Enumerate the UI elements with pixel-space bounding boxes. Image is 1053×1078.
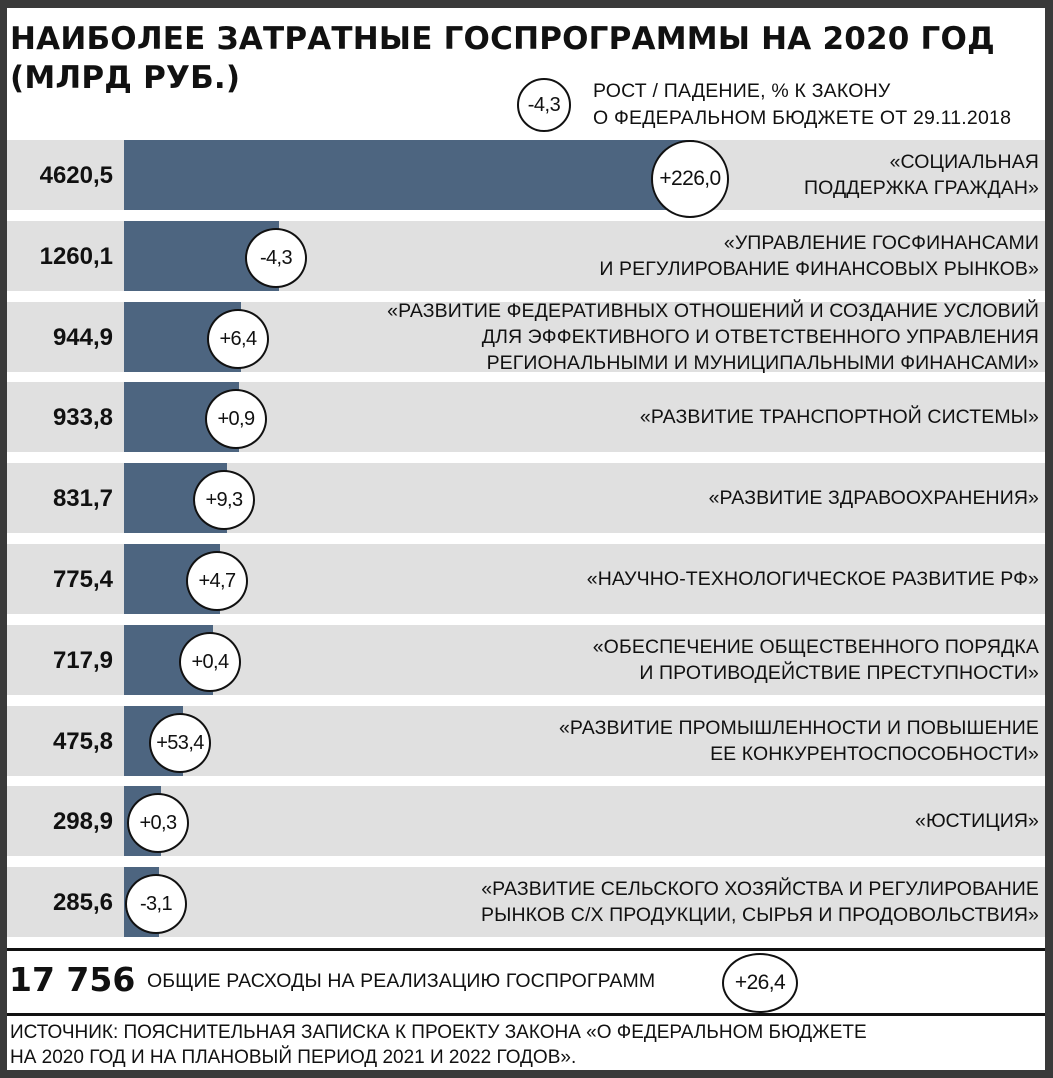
change-bubble: -4,3 xyxy=(245,228,307,288)
program-name: «РАЗВИТИЕ ТРАНСПОРТНОЙ СИСТЕМЫ» xyxy=(639,406,1039,428)
program-name: «СОЦИАЛЬНАЯ ПОДДЕРЖКА ГРАЖДАН» xyxy=(804,151,1039,199)
change-bubble: +53,4 xyxy=(149,713,211,773)
legend-text-line-2: О ФЕДЕРАЛЬНОМ БЮДЖЕТЕ ОТ 29.11.2018 xyxy=(593,107,1012,129)
bar-value-label: 4620,5 xyxy=(39,162,113,189)
title-line-1: НАИБОЛЕЕ ЗАТРАТНЫЕ ГОСПРОГРАММЫ НА 2020 … xyxy=(10,21,995,57)
bar-value-label: 717,9 xyxy=(52,647,113,674)
total-value: 17 756 xyxy=(9,960,136,999)
bar-value-label: 285,6 xyxy=(52,889,113,916)
bar-value-label: 298,9 xyxy=(52,808,113,835)
program-name: «ЮСТИЦИЯ» xyxy=(915,810,1039,832)
change-bubble: +0,3 xyxy=(127,793,189,853)
change-bubble: +226,0 xyxy=(651,140,729,218)
total-divider-bottom xyxy=(7,1013,1045,1016)
legend-text-line-1: РОСТ / ПАДЕНИЕ, % К ЗАКОНУ xyxy=(593,80,891,102)
bar-value-label: 944,9 xyxy=(52,324,113,351)
change-bubble: +0,4 xyxy=(179,632,241,692)
source-note: ИСТОЧНИК: ПОЯСНИТЕЛЬНАЯ ЗАПИСКА К ПРОЕКТ… xyxy=(10,1022,867,1068)
change-bubble: +6,4 xyxy=(207,309,269,369)
bar-value-label: 1260,1 xyxy=(39,243,113,270)
change-bubble: +0,9 xyxy=(205,389,267,449)
change-bubble: +9,3 xyxy=(193,470,255,530)
bar-value-label: 933,8 xyxy=(52,404,113,431)
program-name: «ОБЕСПЕЧЕНИЕ ОБЩЕСТВЕННОГО ПОРЯДКА И ПРО… xyxy=(592,636,1039,684)
total-label: ОБЩИЕ РАСХОДЫ НА РЕАЛИЗАЦИЮ ГОСПРОГРАММ xyxy=(147,970,656,992)
legend-sample-bubble: -4,3 xyxy=(517,78,571,132)
infographic-frame: НАИБОЛЕЕ ЗАТРАТНЫЕ ГОСПРОГРАММЫ НА 2020 … xyxy=(7,8,1045,1070)
bar xyxy=(124,140,694,210)
bar-value-label: 831,7 xyxy=(52,485,113,512)
chart-title: НАИБОЛЕЕ ЗАТРАТНЫЕ ГОСПРОГРАММЫ НА 2020 … xyxy=(10,20,1040,98)
legend-text: РОСТ / ПАДЕНИЕ, % К ЗАКОНУ О ФЕДЕРАЛЬНОМ… xyxy=(593,78,1043,132)
total-divider-top xyxy=(7,948,1045,951)
program-name: «РАЗВИТИЕ ЗДРАВООХРАНЕНИЯ» xyxy=(708,487,1039,509)
change-bubble: -3,1 xyxy=(125,874,187,934)
change-bubble: +4,7 xyxy=(186,551,248,611)
bar-value-label: 775,4 xyxy=(52,566,113,593)
program-name: «РАЗВИТИЕ СЕЛЬСКОГО ХОЗЯЙСТВА И РЕГУЛИРО… xyxy=(481,878,1039,926)
bar-value-label: 475,8 xyxy=(52,728,113,755)
program-name: «РАЗВИТИЕ ФЕДЕРАТИВНЫХ ОТНОШЕНИЙ И СОЗДА… xyxy=(387,300,1039,374)
program-name: «РАЗВИТИЕ ПРОМЫШЛЕННОСТИ И ПОВЫШЕНИЕ ЕЕ … xyxy=(558,717,1039,765)
program-name: «НАУЧНО-ТЕХНОЛОГИЧЕСКОЕ РАЗВИТИЕ РФ» xyxy=(586,568,1039,590)
title-line-2: (МЛРД РУБ.) xyxy=(10,60,241,96)
program-name: «УПРАВЛЕНИЕ ГОСФИНАНСАМИ И РЕГУЛИРОВАНИЕ… xyxy=(599,232,1039,280)
total-change-bubble: +26,4 xyxy=(722,953,798,1013)
